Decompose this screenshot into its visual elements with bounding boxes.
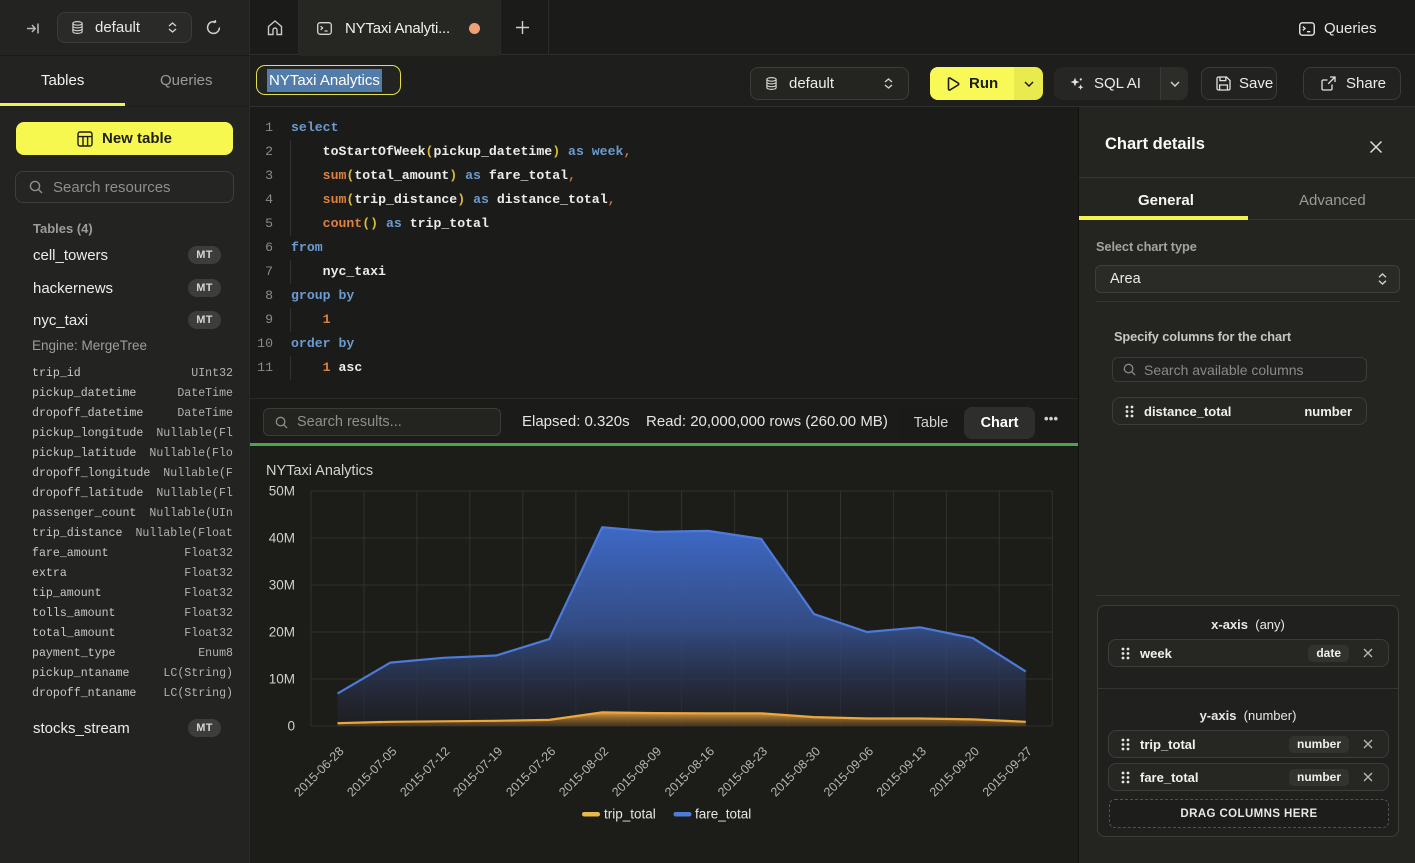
svg-text:2015-09-06: 2015-09-06 (821, 744, 876, 799)
svg-text:2015-09-20: 2015-09-20 (927, 744, 982, 799)
svg-text:20M: 20M (269, 625, 295, 640)
svg-text:50M: 50M (269, 484, 295, 499)
svg-text:2015-07-12: 2015-07-12 (397, 744, 452, 799)
svg-text:2015-09-27: 2015-09-27 (980, 744, 1035, 799)
svg-text:40M: 40M (269, 531, 295, 546)
svg-text:trip_total: trip_total (604, 807, 656, 822)
svg-text:2015-08-30: 2015-08-30 (768, 744, 823, 799)
svg-text:2015-09-13: 2015-09-13 (874, 744, 929, 799)
svg-text:2015-08-16: 2015-08-16 (662, 744, 717, 799)
svg-text:2015-08-09: 2015-08-09 (609, 744, 664, 799)
svg-text:fare_total: fare_total (695, 807, 751, 822)
svg-text:NYTaxi Analytics: NYTaxi Analytics (266, 463, 373, 479)
svg-text:30M: 30M (269, 578, 295, 593)
svg-text:2015-07-05: 2015-07-05 (344, 744, 399, 799)
svg-text:0: 0 (287, 719, 295, 734)
svg-text:2015-06-28: 2015-06-28 (292, 744, 347, 799)
svg-text:2015-07-26: 2015-07-26 (503, 744, 558, 799)
svg-text:2015-08-23: 2015-08-23 (715, 744, 770, 799)
svg-text:10M: 10M (269, 672, 295, 687)
svg-text:2015-07-19: 2015-07-19 (450, 744, 505, 799)
svg-text:2015-08-02: 2015-08-02 (556, 744, 611, 799)
